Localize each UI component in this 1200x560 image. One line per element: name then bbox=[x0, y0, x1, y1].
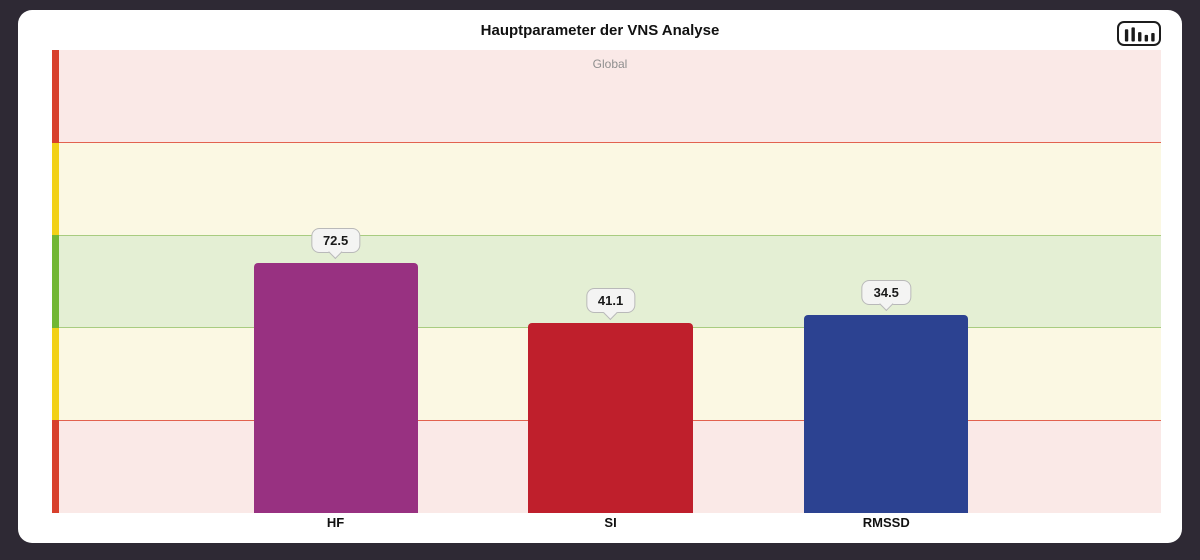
value-bubble-hf: 72.5 bbox=[310, 227, 361, 260]
bar-rmssd[interactable] bbox=[804, 314, 969, 513]
bubble-pointer-icon bbox=[879, 297, 894, 312]
zone-strip-yellow-high bbox=[52, 142, 59, 236]
zone-strip-yellow-low bbox=[52, 327, 59, 421]
x-label-hf: HF bbox=[326, 515, 345, 530]
x-axis-labels: HF SI RMSSD bbox=[59, 515, 1161, 539]
bar-chart-icon-glyph bbox=[1124, 27, 1155, 42]
value-bubble-rmssd: 34.5 bbox=[861, 279, 911, 312]
x-label-si: SI bbox=[604, 515, 617, 530]
chart-card: Hauptparameter der VNS Analyse Global 72… bbox=[18, 10, 1182, 543]
bars-layer: 72.5 41.1 34.5 bbox=[59, 50, 1161, 513]
x-label-rmssd: RMSSD bbox=[862, 515, 910, 530]
zone-strip-red-low bbox=[52, 420, 59, 513]
zone-strip-green bbox=[52, 235, 59, 328]
zone-strip-red-high bbox=[52, 50, 59, 143]
bubble-pointer-icon bbox=[328, 245, 343, 260]
zone-band-red-high bbox=[59, 50, 1161, 142]
chart-title: Hauptparameter der VNS Analyse bbox=[480, 21, 720, 39]
bubble-pointer-icon bbox=[603, 305, 618, 320]
bar-hf[interactable] bbox=[253, 262, 418, 513]
zone-color-strip bbox=[52, 50, 59, 513]
plot-area: Global 72.5 41.1 34.5 bbox=[52, 50, 1161, 513]
bar-si[interactable] bbox=[528, 323, 693, 513]
region-label: Global bbox=[592, 57, 628, 71]
bar-chart-icon[interactable] bbox=[1117, 21, 1161, 46]
zone-band-yellow-high bbox=[59, 141, 1161, 235]
value-bubble-si: 41.1 bbox=[585, 288, 636, 320]
